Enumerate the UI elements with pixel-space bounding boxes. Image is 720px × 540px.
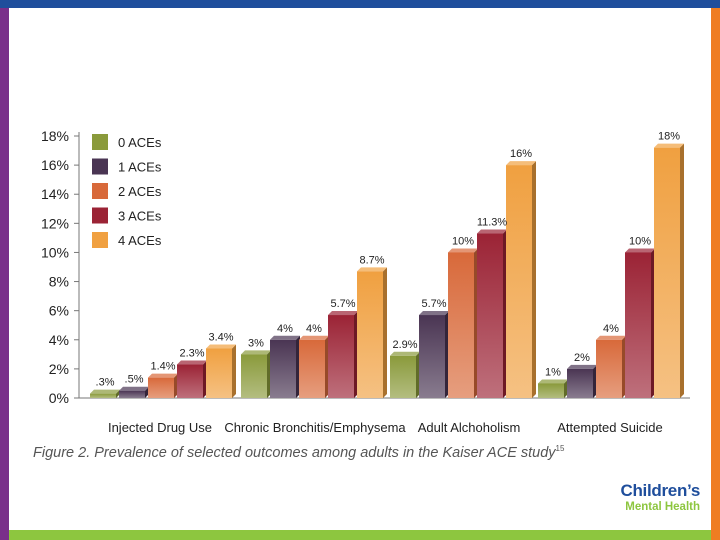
ace-outcomes-chart: 0% 2% 4% 6% 8% 10% 12% 14% 16% 18% .3% .5% 1.4% 2.3%… bbox=[41, 128, 690, 435]
y-tick-label: 0% bbox=[49, 390, 69, 406]
legend-label: 3 ACEs bbox=[118, 209, 162, 224]
bar bbox=[119, 390, 145, 398]
bar bbox=[538, 383, 564, 398]
y-tick-label: 10% bbox=[41, 244, 69, 260]
bar bbox=[270, 339, 296, 398]
bar-side bbox=[383, 267, 387, 398]
frame-top-bar bbox=[0, 0, 720, 8]
y-tick-label: 14% bbox=[41, 186, 69, 202]
bar-top bbox=[448, 248, 478, 253]
legend-swatch bbox=[92, 183, 108, 199]
bar bbox=[448, 252, 474, 398]
frame-left-bar bbox=[0, 8, 9, 540]
bar-value-label: 5.7% bbox=[330, 298, 355, 310]
bar-value-label: 4% bbox=[277, 323, 293, 335]
legend-swatch bbox=[92, 134, 108, 150]
x-category-label: Injected Drug Use bbox=[108, 420, 212, 435]
logo-line-1: Children’s bbox=[620, 481, 701, 500]
bar-top bbox=[119, 386, 149, 391]
legend-swatch bbox=[92, 158, 108, 175]
y-tick-label: 4% bbox=[49, 332, 69, 348]
bar bbox=[299, 339, 325, 398]
bar bbox=[567, 368, 593, 398]
y-tick-label: 2% bbox=[49, 361, 69, 377]
bar-value-label: 2.3% bbox=[179, 348, 204, 360]
bar bbox=[477, 233, 503, 398]
legend-swatch bbox=[92, 207, 108, 224]
bar bbox=[506, 165, 532, 398]
bar-top bbox=[328, 311, 358, 316]
frame-right-bar bbox=[711, 8, 720, 540]
bar-value-label: 10% bbox=[629, 235, 651, 247]
bar bbox=[328, 315, 354, 398]
x-category-label: Chronic Bronchitis/Emphysema bbox=[224, 420, 406, 435]
x-category-label: Adult Alchoholism bbox=[418, 420, 521, 435]
x-category-label: Attempted Suicide bbox=[557, 420, 663, 435]
logo-line-2: Mental Health bbox=[625, 501, 700, 513]
bar-value-label: 2.9% bbox=[392, 339, 417, 351]
y-tick-label: 12% bbox=[41, 215, 69, 231]
bar bbox=[357, 271, 383, 398]
bar-value-label: 3% bbox=[248, 337, 264, 349]
bar bbox=[148, 377, 174, 398]
bar-value-label: 1.4% bbox=[150, 361, 175, 373]
legend-label: 2 ACEs bbox=[118, 184, 162, 199]
bar-value-label: 3.4% bbox=[208, 332, 233, 344]
y-tick-label: 18% bbox=[41, 128, 69, 144]
bar-top bbox=[299, 335, 329, 340]
bar-side bbox=[232, 344, 236, 398]
frame-bottom-bar bbox=[9, 530, 711, 540]
legend-label: 1 ACEs bbox=[118, 160, 162, 175]
y-tick-label: 8% bbox=[49, 274, 69, 290]
y-tick-label: 6% bbox=[49, 303, 69, 319]
bar-top bbox=[567, 364, 597, 369]
figure-caption-ref: 15 bbox=[555, 444, 565, 453]
bar-value-label: 4% bbox=[603, 323, 619, 335]
bar-value-label: 16% bbox=[510, 148, 532, 160]
childrens-mental-health-logo: Children’s Mental Health bbox=[600, 481, 701, 514]
bar-value-label: 18% bbox=[658, 131, 680, 143]
legend-swatch bbox=[92, 232, 108, 248]
bar-top bbox=[206, 344, 236, 349]
bar-top bbox=[477, 229, 507, 234]
bar-value-label: 1% bbox=[545, 366, 561, 378]
bar-top bbox=[419, 311, 449, 316]
bar bbox=[90, 393, 116, 398]
legend-label: 4 ACEs bbox=[118, 233, 162, 248]
bar-value-label: 2% bbox=[574, 352, 590, 364]
bar-value-label: 10% bbox=[452, 235, 474, 247]
bar bbox=[654, 147, 680, 398]
bar-value-label: 5.7% bbox=[421, 298, 446, 310]
bar-top bbox=[538, 379, 568, 384]
bar bbox=[241, 354, 267, 398]
bar-top bbox=[654, 143, 684, 148]
bar bbox=[419, 315, 445, 398]
bar-side bbox=[680, 143, 684, 398]
bar-value-label: 4% bbox=[306, 323, 322, 335]
bar-top bbox=[241, 350, 271, 355]
bar-top bbox=[177, 360, 207, 365]
bar-top bbox=[90, 389, 120, 394]
bar-value-label: 8.7% bbox=[359, 254, 384, 266]
bar-top bbox=[357, 267, 387, 272]
bar-top bbox=[270, 335, 300, 340]
bar-side bbox=[532, 161, 536, 398]
bar-value-label: .5% bbox=[125, 374, 144, 386]
bar-top bbox=[625, 248, 655, 253]
bar-value-label: 11.3% bbox=[477, 217, 508, 229]
bar-value-label: .3% bbox=[96, 377, 115, 389]
bar bbox=[206, 348, 232, 398]
bar bbox=[177, 364, 203, 398]
figure-caption: Figure 2. Prevalence of selected outcome… bbox=[33, 444, 564, 461]
bar-top bbox=[390, 351, 420, 356]
bar bbox=[625, 252, 651, 398]
bar-top bbox=[506, 161, 536, 166]
legend-label: 0 ACEs bbox=[118, 135, 162, 150]
bar bbox=[596, 339, 622, 398]
bar bbox=[390, 355, 416, 398]
bar-top bbox=[596, 335, 626, 340]
bar-top bbox=[148, 373, 178, 378]
y-tick-label: 16% bbox=[41, 157, 69, 173]
figure-caption-text: Figure 2. Prevalence of selected outcome… bbox=[33, 444, 556, 461]
